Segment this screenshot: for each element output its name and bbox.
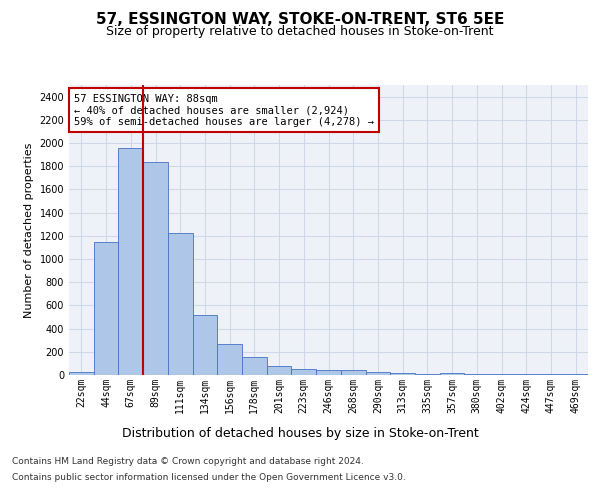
Y-axis label: Number of detached properties: Number of detached properties [24, 142, 34, 318]
Text: Contains public sector information licensed under the Open Government Licence v3: Contains public sector information licen… [12, 472, 406, 482]
Bar [242, 357, 267, 375]
Text: Contains HM Land Registry data © Crown copyright and database right 2024.: Contains HM Land Registry data © Crown c… [12, 458, 364, 466]
Bar [69, 372, 94, 375]
Bar [193, 316, 217, 375]
Bar [514, 374, 539, 375]
Bar [440, 373, 464, 375]
Text: Distribution of detached houses by size in Stoke-on-Trent: Distribution of detached houses by size … [122, 428, 478, 440]
Text: Size of property relative to detached houses in Stoke-on-Trent: Size of property relative to detached ho… [106, 25, 494, 38]
Bar [143, 162, 168, 375]
Bar [94, 242, 118, 375]
Bar [415, 374, 440, 375]
Bar [563, 374, 588, 375]
Bar [341, 370, 365, 375]
Bar [539, 374, 563, 375]
Bar [267, 366, 292, 375]
Bar [316, 370, 341, 375]
Bar [217, 344, 242, 375]
Text: 57 ESSINGTON WAY: 88sqm
← 40% of detached houses are smaller (2,924)
59% of semi: 57 ESSINGTON WAY: 88sqm ← 40% of detache… [74, 94, 374, 127]
Bar [365, 372, 390, 375]
Bar [292, 369, 316, 375]
Bar [118, 148, 143, 375]
Bar [168, 234, 193, 375]
Bar [464, 374, 489, 375]
Bar [390, 373, 415, 375]
Text: 57, ESSINGTON WAY, STOKE-ON-TRENT, ST6 5EE: 57, ESSINGTON WAY, STOKE-ON-TRENT, ST6 5… [96, 12, 504, 28]
Bar [489, 374, 514, 375]
